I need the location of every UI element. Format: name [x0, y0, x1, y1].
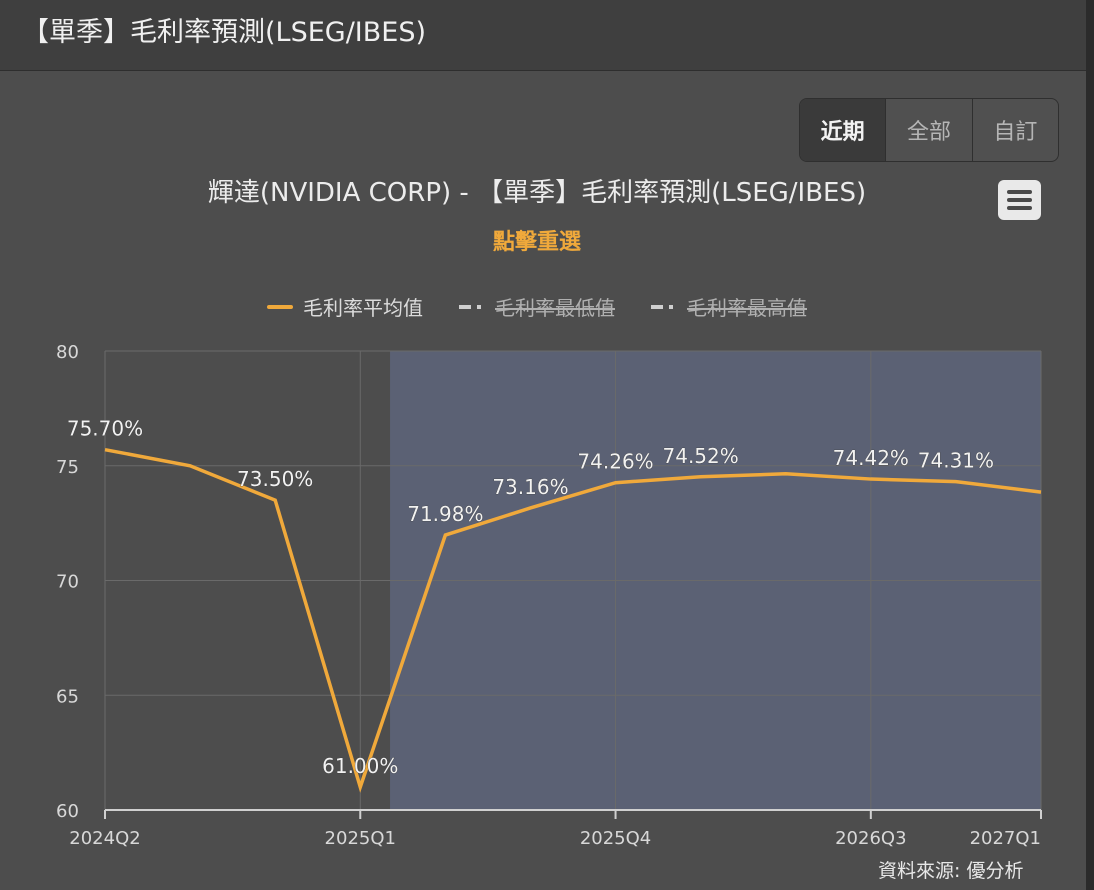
- x-tick-label: 2025Q4: [580, 828, 651, 849]
- source-credit: 資料來源: 優分析: [878, 860, 1024, 882]
- data-label: 71.98%: [407, 502, 483, 526]
- x-tick-label: 2024Q2: [69, 828, 140, 849]
- data-label: 73.16%: [492, 475, 568, 499]
- x-tick-label: 2025Q1: [325, 828, 396, 849]
- legend-swatch-maximum: [651, 304, 677, 309]
- range-selector: 近期 全部 自訂: [799, 98, 1059, 162]
- y-tick-label: 60: [56, 801, 79, 822]
- data-label: 74.26%: [577, 450, 653, 474]
- hamburger-menu-icon[interactable]: [998, 180, 1041, 220]
- y-tick-label: 65: [56, 686, 79, 707]
- series-line-average: [104, 447, 1042, 793]
- data-label: 61.00%: [322, 754, 398, 778]
- page-title: 【單季】毛利率預測(LSEG/IBES): [22, 17, 427, 48]
- legend-swatch-minimum: [459, 304, 485, 309]
- data-label: 74.52%: [663, 444, 739, 468]
- data-label: 74.31%: [918, 449, 994, 473]
- legend-label-maximum: 毛利率最高值: [687, 296, 807, 320]
- chart-subtitle-reselect[interactable]: 點擊重選: [492, 230, 581, 255]
- legend-item-minimum[interactable]: 毛利率最低值: [459, 292, 615, 321]
- legend-item-average[interactable]: 毛利率平均值: [267, 292, 423, 321]
- legend-label-minimum: 毛利率最低值: [495, 296, 615, 320]
- x-tick-label: 2027Q1: [970, 828, 1041, 849]
- y-tick-label: 70: [56, 572, 79, 593]
- data-label: 74.42%: [833, 446, 909, 470]
- range-button-custom[interactable]: 自訂: [993, 120, 1038, 145]
- range-button-all[interactable]: 全部: [886, 99, 973, 161]
- x-tick-label: 2026Q3: [835, 828, 906, 849]
- scrollbar[interactable]: [1086, 0, 1094, 890]
- legend-item-maximum[interactable]: 毛利率最高值: [651, 292, 807, 321]
- legend-swatch-average: [267, 304, 293, 309]
- chart-legend: 毛利率平均值 毛利率最低值 毛利率最高值: [0, 292, 1074, 321]
- page-header: 【單季】毛利率預測(LSEG/IBES): [0, 0, 1086, 71]
- legend-label-average: 毛利率平均值: [303, 296, 423, 320]
- chart-title: 輝達(NVIDIA CORP) - 【單季】毛利率預測(LSEG/IBES): [207, 178, 867, 208]
- y-tick-label: 80: [56, 342, 79, 363]
- y-tick-label: 75: [56, 457, 79, 478]
- data-label: 75.70%: [67, 417, 143, 441]
- data-label: 73.50%: [237, 467, 313, 491]
- range-button-recent[interactable]: 近期: [800, 99, 887, 161]
